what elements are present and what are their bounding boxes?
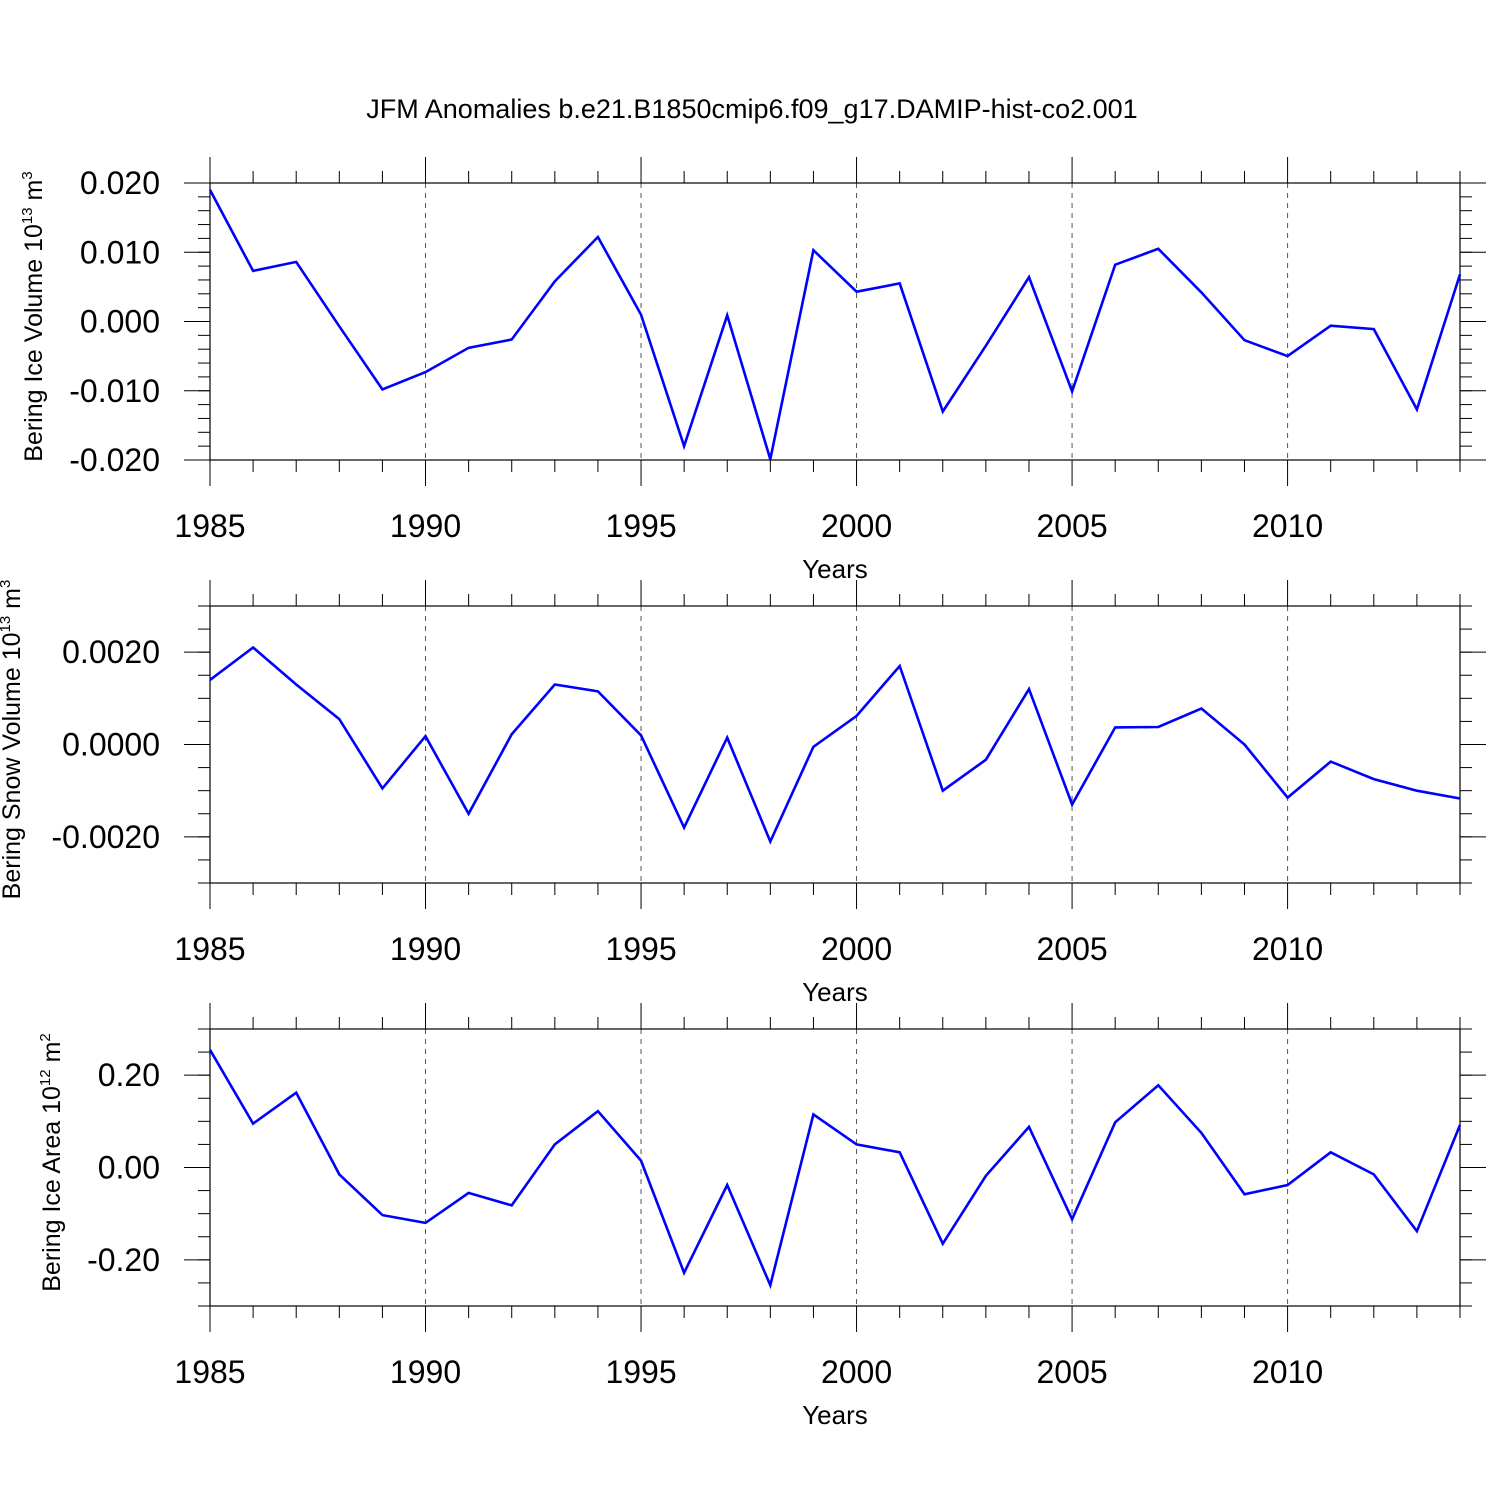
x-tick-label: 2010 <box>1252 508 1323 544</box>
chart-panel-1: 0.020 0.010 0.000 -0.010 -0.020 1985 1990 1995 2… <box>19 157 1486 584</box>
x-tick-label: 2000 <box>821 508 892 544</box>
x-axis-title: Years <box>802 977 868 1007</box>
x-tick-label: 2010 <box>1252 1354 1323 1390</box>
y-axis-title: Bering Ice Area 1012 m2 <box>37 1033 66 1292</box>
y-axis-title: Bering Ice Volume 1013 m3 <box>19 171 48 461</box>
x-tick-label: 2005 <box>1036 1354 1107 1390</box>
y-tick-label: -0.020 <box>69 442 160 478</box>
x-tick-label: 1985 <box>174 931 245 967</box>
y-tick-label: 0.010 <box>80 234 160 270</box>
y-axis-title: Bering Snow Volume 1013 m3 <box>0 580 26 900</box>
y-tick-label: -0.20 <box>87 1242 160 1278</box>
x-tick-label: 1995 <box>605 931 676 967</box>
x-tick-label: 2000 <box>821 1354 892 1390</box>
y-tick-label: -0.0020 <box>51 819 160 855</box>
y-tick-label: 0.0020 <box>62 634 160 670</box>
series-line <box>209 645 1461 845</box>
chart-title: JFM Anomalies b.e21.B1850cmip6.f09_g17.D… <box>366 94 1137 124</box>
x-tick-label: 1990 <box>390 508 461 544</box>
x-tick-label: 1990 <box>390 1354 461 1390</box>
x-tick-label: 1985 <box>174 508 245 544</box>
plot-frame <box>209 605 1461 884</box>
y-tick-label: 0.20 <box>98 1057 160 1093</box>
x-axis-title: Years <box>802 1400 868 1430</box>
x-tick-label: 2005 <box>1036 508 1107 544</box>
chart-panel-3: 0.20 0.00 -0.20 1985 1990 1995 2000 2005 2010 Yea… <box>37 1003 1486 1430</box>
x-axis-title: Years <box>802 554 868 584</box>
y-tick-label: -0.010 <box>69 373 160 409</box>
series-line <box>208 189 1462 460</box>
chart-panel-2: 0.0020 0.0000 -0.0020 1985 1990 1995 2000 2005 2… <box>0 580 1486 1007</box>
x-tick-label: 2000 <box>821 931 892 967</box>
x-tick-label: 1995 <box>605 508 676 544</box>
y-tick-label: 0.000 <box>80 304 160 340</box>
x-tick-label: 1990 <box>390 931 461 967</box>
plot-frame <box>209 182 1461 461</box>
y-tick-label: 0.0000 <box>62 727 160 763</box>
x-tick-label: 1985 <box>174 1354 245 1390</box>
y-tick-label: 0.00 <box>98 1150 160 1186</box>
plot-frame <box>209 1028 1461 1307</box>
x-tick-label: 1995 <box>605 1354 676 1390</box>
series-line <box>208 1049 1462 1290</box>
x-tick-label: 2005 <box>1036 931 1107 967</box>
y-tick-label: 0.020 <box>80 165 160 201</box>
x-tick-label: 2010 <box>1252 931 1323 967</box>
